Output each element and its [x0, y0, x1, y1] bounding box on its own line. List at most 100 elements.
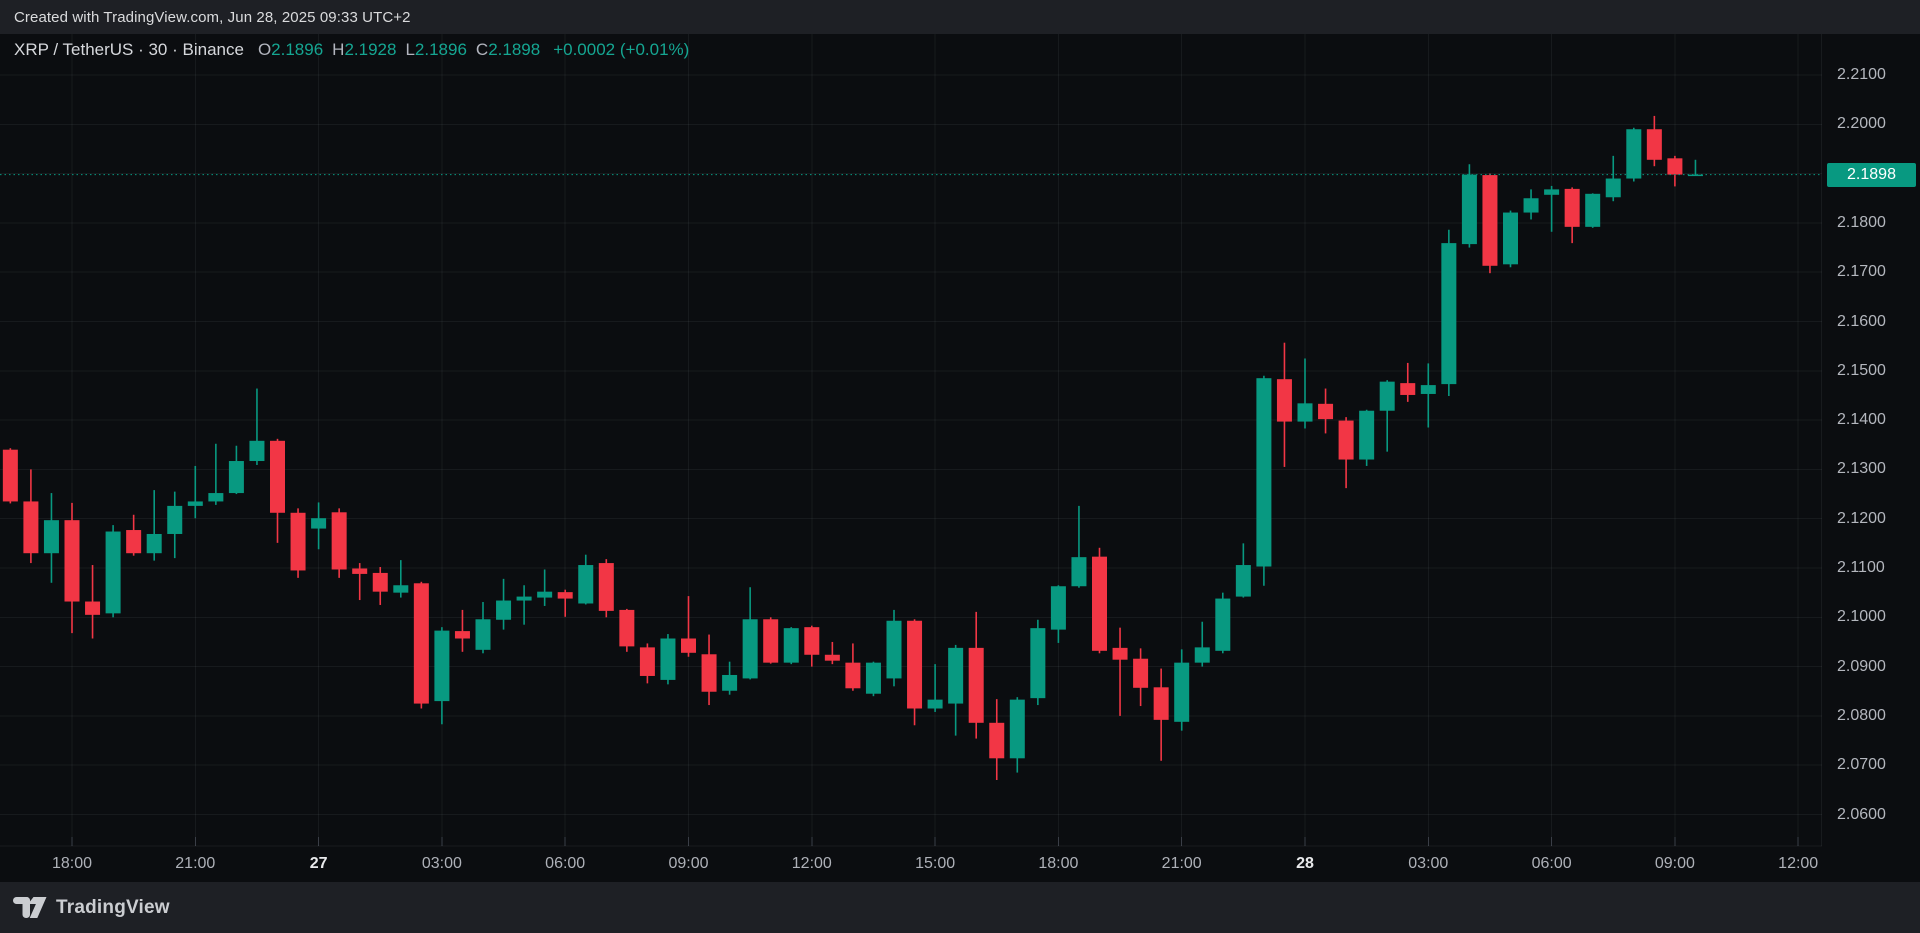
candle-body — [927, 699, 943, 709]
time-axis-label: 09:00 — [668, 855, 709, 872]
candle — [352, 563, 368, 601]
candle-body — [1297, 403, 1313, 422]
candle — [1359, 409, 1375, 466]
time-axis[interactable]: 18:00 21:00 27 03:00 06:00 09:00 12:00 15:00 18:… — [0, 846, 1822, 882]
symbol-title[interactable]: XRP / TetherUS · 30 · Binance — [14, 40, 244, 59]
candle-body — [557, 592, 573, 599]
candle — [763, 617, 779, 664]
candle — [701, 634, 717, 706]
candle-body — [1461, 174, 1477, 245]
candle-body — [619, 609, 635, 647]
candle — [1297, 358, 1313, 429]
candle-body — [105, 531, 121, 614]
time-axis-label: 03:00 — [1408, 855, 1449, 872]
change-value: +0.0002 (+0.01%) — [553, 40, 690, 59]
candle-body — [1626, 129, 1642, 179]
candle — [413, 581, 429, 709]
candle-body — [228, 461, 244, 494]
price-axis[interactable]: 2.2100 2.2000 2.1800 2.1700 2.1600 2.1500 2.14… — [1822, 34, 1920, 846]
candle — [475, 602, 491, 654]
time-axis-label: 21:00 — [1161, 855, 1202, 872]
candle — [1071, 505, 1087, 588]
candle — [1174, 649, 1190, 731]
price-axis-label: 2.0600 — [1837, 805, 1886, 823]
candle — [1112, 627, 1128, 716]
price-axis-label: 2.1100 — [1837, 559, 1885, 576]
candle — [1133, 648, 1149, 707]
candle-body — [742, 619, 758, 679]
candle — [783, 627, 799, 665]
candle — [660, 634, 676, 685]
price-axis-label: 2.0700 — [1837, 756, 1886, 774]
candle-body — [1009, 699, 1025, 759]
candle-body — [393, 585, 409, 593]
candle — [1092, 547, 1107, 654]
tradingview-logo-icon[interactable] — [13, 897, 47, 918]
candle — [907, 619, 923, 726]
candle-body — [968, 647, 984, 723]
candle-body — [1276, 379, 1292, 422]
candle — [1605, 155, 1621, 202]
candle — [968, 611, 984, 739]
header-bar: Created with TradingView.com, Jun 28, 20… — [0, 0, 1920, 34]
candle-body — [311, 518, 327, 529]
candle-body — [1605, 178, 1621, 198]
candle-body — [1338, 420, 1354, 460]
candle-body — [865, 662, 881, 694]
candle — [1441, 229, 1457, 396]
candle — [927, 664, 943, 712]
candle — [393, 560, 409, 598]
ohlc-readout: O2.1896 H2.1928 L2.1896 C2.1898 — [258, 40, 549, 60]
candle-body — [1112, 647, 1128, 660]
candle-body — [1523, 198, 1539, 213]
candle-body — [1503, 212, 1518, 265]
candle-body — [886, 620, 902, 679]
candle — [146, 490, 162, 561]
candle-body — [1318, 403, 1334, 420]
candle-body — [516, 596, 532, 601]
time-axis-label: 06:00 — [545, 855, 586, 872]
candle — [557, 589, 573, 617]
candle-body — [660, 638, 676, 680]
candle — [1318, 388, 1334, 434]
candle — [1564, 187, 1580, 244]
price-axis-label: 2.1500 — [1837, 361, 1886, 379]
candle-body — [1153, 687, 1169, 720]
candle-body — [454, 631, 470, 639]
candle — [1030, 619, 1046, 706]
ohlc-key: H — [332, 40, 345, 59]
tradingview-brand[interactable]: TradingView — [56, 896, 170, 918]
candle — [372, 567, 388, 605]
candle-body — [1420, 385, 1436, 394]
candle-body — [578, 565, 594, 604]
candle — [1256, 375, 1272, 586]
candle — [1338, 417, 1354, 489]
chart-area[interactable]: XRP / TetherUS · 30 · Binance O2.1896 H2.… — [0, 34, 1920, 882]
candle-body — [598, 563, 614, 611]
candle — [639, 643, 655, 684]
candle — [434, 627, 450, 725]
candle-body — [1174, 662, 1190, 722]
candle-body — [85, 601, 101, 615]
candle-body — [270, 440, 285, 513]
candle — [1400, 362, 1416, 402]
candle-body — [948, 647, 964, 704]
candle — [1379, 380, 1395, 452]
candle — [167, 491, 183, 559]
candle — [126, 514, 142, 556]
candle — [1585, 193, 1601, 228]
candle-body — [722, 674, 738, 691]
candle-body — [845, 662, 861, 689]
candle — [228, 445, 244, 495]
candle-body — [372, 572, 388, 592]
candle — [537, 569, 553, 606]
candle — [105, 525, 121, 618]
candle — [85, 565, 101, 639]
candle-body — [907, 620, 923, 709]
price-axis-label: 2.2100 — [1837, 66, 1886, 83]
candle-body — [1646, 129, 1662, 160]
candle-body — [126, 530, 142, 554]
symbol-legend[interactable]: XRP / TetherUS · 30 · Binance O2.1896 H2.… — [14, 40, 689, 60]
ohlc-item-c: C2.1898 — [476, 40, 540, 59]
candle-body — [763, 619, 779, 663]
